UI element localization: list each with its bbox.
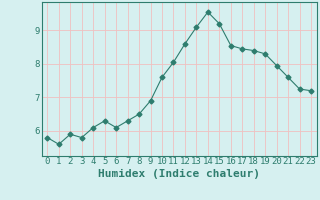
X-axis label: Humidex (Indice chaleur): Humidex (Indice chaleur) (98, 169, 260, 179)
